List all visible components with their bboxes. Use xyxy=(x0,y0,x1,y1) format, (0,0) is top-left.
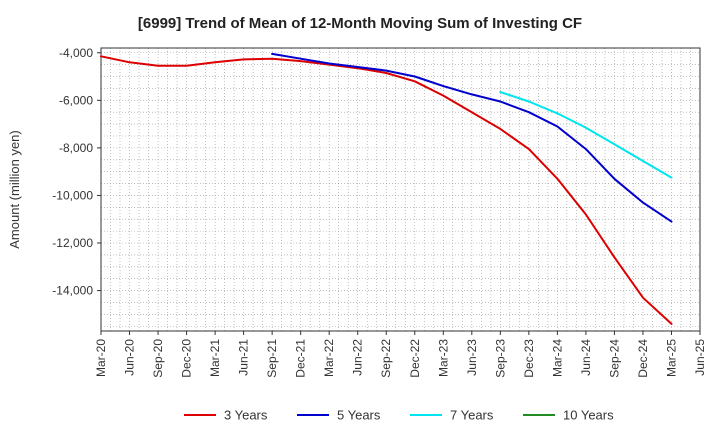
legend-label: 10 Years xyxy=(563,408,614,423)
legend-item-7-years: 7 Years xyxy=(410,408,494,423)
x-tick-label: Jun-21 xyxy=(237,339,251,376)
series-line-7-years xyxy=(499,91,673,179)
y-axis-label: Amount (million yen) xyxy=(7,130,22,249)
x-tick-label: Mar-25 xyxy=(664,339,678,377)
y-tick-label: -10,000 xyxy=(52,188,93,202)
legend-label: 5 Years xyxy=(337,408,381,423)
x-tick-label: Sep-20 xyxy=(151,339,165,378)
x-tick-label: Mar-22 xyxy=(322,339,336,377)
y-tick-label: -8,000 xyxy=(59,141,93,155)
x-tick-label: Jun-24 xyxy=(579,339,593,376)
x-tick-label: Dec-20 xyxy=(180,339,194,378)
legend-label: 7 Years xyxy=(450,408,494,423)
legend-label: 3 Years xyxy=(224,408,268,423)
legend-item-10-years: 10 Years xyxy=(523,408,614,423)
y-axis: -4,000 -6,000 -8,000 -10,000 -12,000 -14,000 xyxy=(52,46,101,298)
x-axis: Mar-20 Jun-20 Sep-20 Dec-20 Mar-21 Jun-21 Sep-… xyxy=(94,331,707,378)
x-tick-label: Dec-22 xyxy=(408,339,422,378)
y-tick-label: -12,000 xyxy=(52,236,93,250)
x-tick-label: Jun-20 xyxy=(123,339,137,376)
x-tick-label: Sep-21 xyxy=(265,339,279,378)
x-tick-label: Dec-21 xyxy=(294,339,308,378)
series-line-3-years xyxy=(100,55,673,325)
x-tick-label: Mar-24 xyxy=(550,339,564,377)
x-tick-label: Sep-23 xyxy=(493,339,507,378)
x-tick-label: Jun-23 xyxy=(465,339,479,376)
series-line-5-years xyxy=(271,52,673,223)
x-tick-label: Sep-24 xyxy=(607,339,621,378)
x-tick-label: Mar-21 xyxy=(208,339,222,377)
legend-item-5-years: 5 Years xyxy=(297,408,381,423)
grid xyxy=(100,48,701,331)
x-tick-label: Jun-22 xyxy=(351,339,365,376)
x-tick-label: Mar-23 xyxy=(436,339,450,377)
legend-item-3-years: 3 Years xyxy=(184,408,268,423)
y-tick-label: -6,000 xyxy=(59,93,93,107)
legend: 3 Years 5 Years 7 Years 10 Years xyxy=(184,408,614,423)
series-group xyxy=(100,52,673,325)
plot-frame xyxy=(100,47,701,332)
y-tick-label: -14,000 xyxy=(52,284,93,298)
x-tick-label: Dec-23 xyxy=(522,339,536,378)
x-tick-label: Sep-22 xyxy=(379,339,393,378)
y-tick-label: -4,000 xyxy=(59,46,93,60)
x-tick-label: Mar-20 xyxy=(94,339,108,377)
x-tick-label: Jun-25 xyxy=(693,339,707,376)
chart-title: [6999] Trend of Mean of 12-Month Moving … xyxy=(138,15,582,32)
x-tick-label: Dec-24 xyxy=(636,339,650,378)
